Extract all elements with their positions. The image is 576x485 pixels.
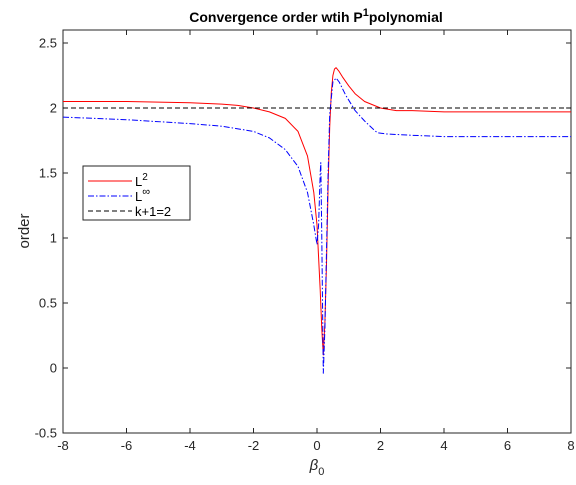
legend-label-linf: L∞ [135, 186, 150, 204]
y-tick-label: 1.5 [39, 166, 57, 181]
legend: L2 L∞ k+1=2 [82, 165, 191, 221]
x-tick-label: -4 [184, 438, 196, 453]
y-tick-label: -0.5 [35, 426, 57, 441]
x-tick-label: -8 [57, 438, 69, 453]
x-tick-label: 8 [567, 438, 574, 453]
legend-label-k1: k+1=2 [135, 204, 171, 219]
x-tick-label: -2 [248, 438, 260, 453]
series-line-1 [62, 77, 571, 374]
series-lines [62, 67, 571, 374]
y-tick-label: 2 [50, 101, 57, 116]
chart-title: Convergence order wtih P1polynomial [189, 7, 443, 25]
x-tick-label: 0 [313, 438, 320, 453]
y-axis-label: order [16, 213, 33, 248]
y-tick-label: 2.5 [39, 36, 57, 51]
x-axis-label: β0 [309, 457, 325, 478]
legend-label-l2: L2 [135, 172, 148, 189]
y-tick-label: 1 [50, 231, 57, 246]
y-ticks: -0.5 0 0.5 1 1.5 2 2.5 [35, 36, 571, 441]
x-tick-label: 6 [504, 438, 511, 453]
x-tick-label: -6 [121, 438, 133, 453]
x-tick-label: 2 [377, 438, 384, 453]
x-tick-label: 4 [440, 438, 447, 453]
y-tick-label: 0 [50, 361, 57, 376]
y-tick-label: 0.5 [39, 296, 57, 311]
x-ticks: -8 -6 -4 -2 0 2 4 6 8 [57, 30, 575, 453]
